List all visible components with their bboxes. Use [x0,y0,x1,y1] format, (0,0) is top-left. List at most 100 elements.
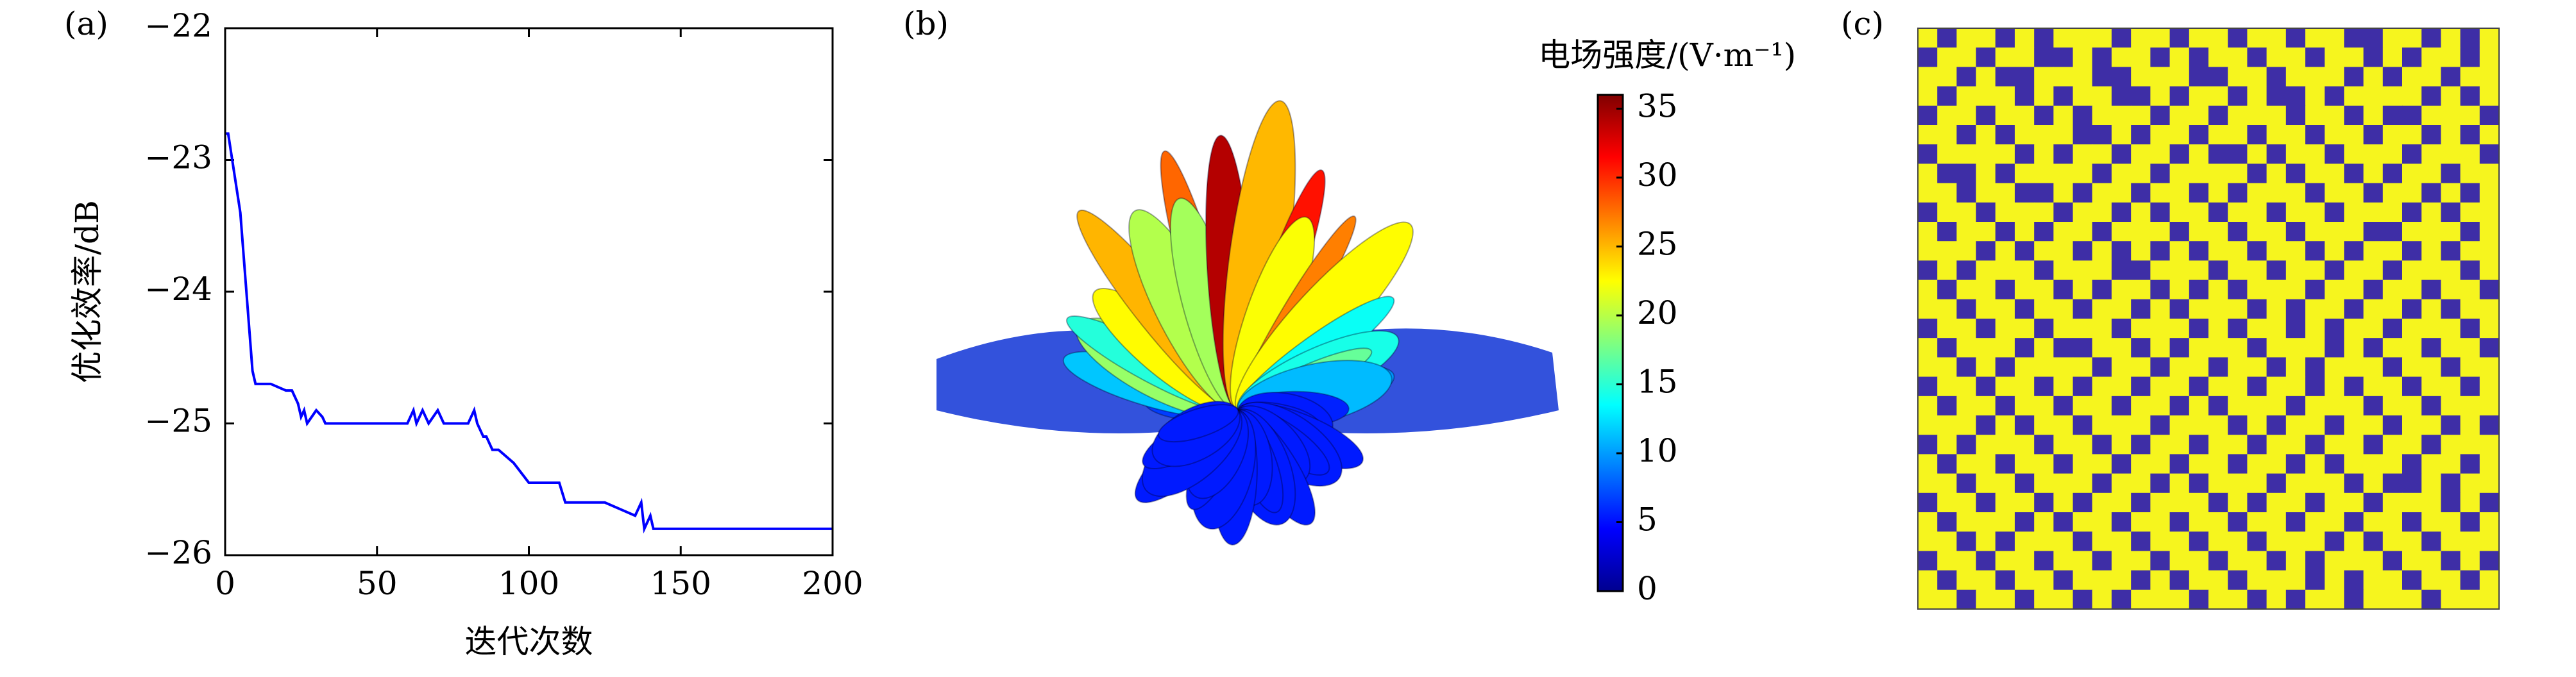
cell [1918,86,1938,106]
cell [2479,222,2500,242]
cell [2112,338,2131,358]
cell [1937,241,1957,261]
cell [2169,492,2190,513]
cell [1956,319,1977,338]
cell [1956,86,1977,106]
cell [2421,28,2441,48]
cell [2402,202,2422,222]
cell [2305,319,2325,338]
cell [2421,260,2441,281]
cell [2208,260,2228,281]
cell [2131,260,2151,281]
cell [2072,357,2093,378]
cell [2150,260,2171,281]
cell [2208,454,2228,474]
cell [2305,222,2325,242]
cell [2112,531,2131,551]
cell [2112,86,2131,106]
cell [2189,415,2209,435]
cell [1976,454,1996,474]
cell [2363,105,2384,126]
cell [1918,67,1938,87]
cell [2228,338,2248,358]
cell [2266,319,2287,338]
cell [1995,376,2015,397]
cell [2131,144,2151,164]
cell [2189,531,2209,551]
cell [1918,376,1938,397]
cell [2189,202,2209,222]
cell [1918,570,1938,590]
cell [1918,512,1938,532]
cell [2208,338,2228,358]
cell [2150,415,2171,435]
cell [1995,473,2015,494]
cell [2305,299,2325,319]
cell [2479,86,2500,106]
cell [2247,338,2267,358]
cell [1956,492,1977,513]
cell [2266,28,2287,48]
cell [2112,280,2131,300]
cell [2247,473,2267,494]
cell [1918,415,1938,435]
cell [2266,144,2287,164]
cell [2015,435,2035,455]
cell [2208,396,2228,416]
cell [2460,241,2480,261]
cell [1995,492,2015,513]
cell [1918,338,1938,358]
cell [2363,551,2384,571]
cell [2402,280,2422,300]
cell [2344,144,2364,164]
cell [2208,280,2228,300]
cell [2112,163,2131,184]
cell [2305,531,2325,551]
cell [2305,67,2325,87]
cell [2247,299,2267,319]
cell [2092,454,2112,474]
cell [2460,319,2480,338]
cell [2247,319,2267,338]
cell [2382,570,2403,590]
cell [2112,144,2131,164]
cell [2150,222,2171,242]
cell [1995,435,2015,455]
cell [1995,551,2015,571]
cell [1995,125,2015,145]
cell [1918,492,1938,513]
cell [2169,589,2190,610]
cell [2072,202,2093,222]
cell [2015,163,2035,184]
cell [2325,260,2344,281]
cell [2460,512,2480,532]
cell [1976,280,1996,300]
cell [2034,454,2054,474]
cell [2325,47,2344,67]
cell [2344,86,2364,106]
cell [2460,357,2480,378]
cell [2150,105,2171,126]
cell [1937,396,1957,416]
cell [2266,105,2287,126]
cell [2092,570,2112,590]
cell [2325,28,2344,48]
cell [2092,396,2112,416]
cell [2441,492,2461,513]
cell [2131,28,2151,48]
cell [2479,376,2500,397]
cell [2363,492,2384,513]
cell [2189,47,2209,67]
cell [1937,163,1957,184]
cell [2247,570,2267,590]
cell [2344,357,2364,378]
cell [2169,163,2190,184]
cell [2247,260,2267,281]
cell [2402,241,2422,261]
cell [2228,144,2248,164]
cell [2441,319,2461,338]
plot-frame [224,27,834,556]
cell [1976,28,1996,48]
cell [2189,299,2209,319]
cell [2266,531,2287,551]
